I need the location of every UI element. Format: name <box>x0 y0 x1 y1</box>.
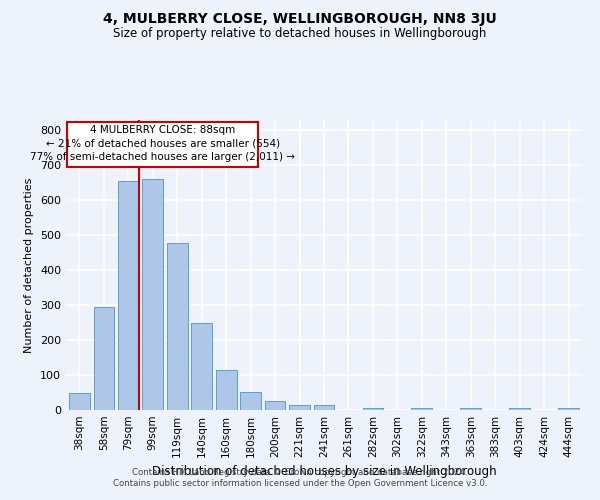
Bar <box>167 243 188 410</box>
Text: 4 MULBERRY CLOSE: 88sqm: 4 MULBERRY CLOSE: 88sqm <box>90 125 235 135</box>
Bar <box>94 307 114 410</box>
Bar <box>362 408 383 410</box>
FancyBboxPatch shape <box>67 122 258 167</box>
Bar <box>216 370 236 410</box>
Bar <box>289 405 310 410</box>
Bar <box>191 322 212 410</box>
Y-axis label: Number of detached properties: Number of detached properties <box>25 178 34 352</box>
Text: ← 21% of detached houses are smaller (554): ← 21% of detached houses are smaller (55… <box>46 138 280 148</box>
Bar <box>558 408 579 410</box>
Text: 77% of semi-detached houses are larger (2,011) →: 77% of semi-detached houses are larger (… <box>30 152 295 162</box>
Bar <box>265 400 286 410</box>
Bar <box>412 408 432 410</box>
Text: 4, MULBERRY CLOSE, WELLINGBOROUGH, NN8 3JU: 4, MULBERRY CLOSE, WELLINGBOROUGH, NN8 3… <box>103 12 497 26</box>
Bar <box>460 408 481 410</box>
X-axis label: Distribution of detached houses by size in Wellingborough: Distribution of detached houses by size … <box>152 466 496 478</box>
Bar <box>118 181 139 410</box>
Bar <box>509 408 530 410</box>
Text: Contains HM Land Registry data © Crown copyright and database right 2024.
Contai: Contains HM Land Registry data © Crown c… <box>113 468 487 487</box>
Bar <box>142 180 163 410</box>
Text: Size of property relative to detached houses in Wellingborough: Size of property relative to detached ho… <box>113 28 487 40</box>
Bar <box>240 392 261 410</box>
Bar <box>314 405 334 410</box>
Bar <box>69 393 90 410</box>
